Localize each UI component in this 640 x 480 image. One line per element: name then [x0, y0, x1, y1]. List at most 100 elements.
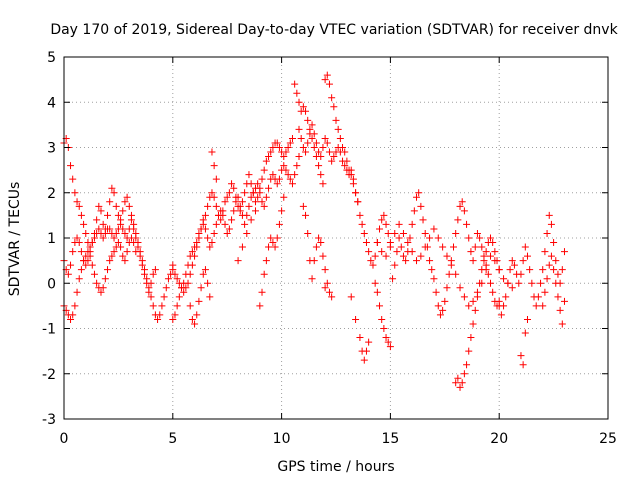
data-point — [295, 98, 303, 106]
data-point — [234, 257, 242, 265]
data-point — [421, 243, 429, 251]
data-point — [365, 338, 373, 346]
data-point — [80, 220, 88, 228]
data-point — [243, 229, 251, 237]
data-point — [452, 270, 460, 278]
y-axis-label: SDTVAR / TECUs — [7, 182, 23, 297]
data-point — [104, 211, 112, 219]
data-point — [471, 243, 479, 251]
data-point — [304, 229, 312, 237]
data-point — [136, 252, 144, 260]
data-point — [210, 193, 218, 201]
data-point — [265, 184, 273, 192]
data-point — [280, 162, 288, 170]
data-point — [95, 202, 103, 210]
data-point — [251, 198, 259, 206]
data-point — [315, 162, 323, 170]
data-point — [127, 216, 135, 224]
data-point — [221, 220, 229, 228]
y-tick-label: 3 — [47, 141, 56, 157]
data-point — [280, 153, 288, 161]
data-point — [386, 243, 394, 251]
data-point — [295, 125, 303, 133]
data-point — [304, 139, 312, 147]
data-point — [371, 279, 379, 287]
data-point — [188, 248, 196, 256]
data-point — [508, 284, 516, 292]
data-point — [212, 220, 220, 228]
data-point — [110, 189, 118, 197]
data-point — [121, 198, 129, 206]
data-point — [212, 175, 220, 183]
data-point — [378, 216, 386, 224]
data-point — [77, 211, 85, 219]
data-point — [97, 207, 105, 215]
data-point — [399, 252, 407, 260]
data-point — [384, 229, 392, 237]
data-point — [221, 198, 229, 206]
data-point — [208, 239, 216, 247]
data-point — [247, 216, 255, 224]
data-point — [380, 211, 388, 219]
data-point — [434, 234, 442, 242]
data-point — [380, 325, 388, 332]
data-point — [332, 116, 340, 124]
data-point — [312, 243, 320, 251]
data-point — [93, 279, 101, 287]
data-point — [247, 180, 255, 188]
data-point — [321, 266, 329, 274]
data-point — [556, 306, 564, 314]
data-point — [328, 293, 336, 301]
data-point — [197, 284, 205, 292]
data-point — [510, 261, 518, 269]
data-point — [88, 239, 96, 247]
x-axis-ticks: 0 5 10 15 20 25 — [60, 57, 617, 447]
data-point — [484, 270, 492, 278]
data-point — [417, 202, 425, 210]
data-point — [523, 315, 531, 323]
data-point — [330, 153, 338, 161]
data-point — [452, 229, 460, 237]
data-point — [297, 134, 305, 142]
data-point — [108, 252, 116, 260]
data-point — [489, 239, 497, 247]
data-point — [558, 266, 566, 274]
data-point — [75, 239, 83, 247]
data-point — [376, 302, 384, 310]
data-point — [330, 103, 338, 111]
data-point — [347, 293, 355, 301]
data-point — [519, 257, 527, 265]
data-point — [456, 284, 464, 292]
data-point — [101, 275, 109, 283]
data-point — [119, 207, 127, 215]
data-point — [450, 243, 458, 251]
data-point — [127, 234, 135, 242]
y-tick-label: 1 — [47, 231, 56, 247]
data-point — [201, 225, 209, 233]
data-point — [112, 202, 120, 210]
data-point — [86, 252, 94, 260]
data-point — [82, 261, 90, 269]
y-tick-label: 0 — [47, 276, 56, 292]
data-point — [73, 234, 81, 242]
data-point — [323, 139, 331, 147]
data-point — [310, 257, 318, 265]
data-point — [101, 229, 109, 237]
data-point — [75, 275, 83, 283]
data-point — [336, 134, 344, 142]
data-point — [521, 243, 529, 251]
data-point — [391, 261, 399, 269]
data-point — [391, 229, 399, 237]
data-point — [269, 144, 277, 151]
data-point — [201, 211, 209, 219]
data-point — [130, 225, 138, 233]
data-point — [304, 116, 312, 124]
data-point — [319, 180, 327, 188]
y-tick-label: 4 — [47, 95, 56, 111]
data-point — [312, 139, 320, 147]
data-point — [545, 261, 553, 269]
data-point — [193, 311, 201, 319]
data-point — [367, 257, 375, 265]
data-point — [64, 270, 72, 278]
data-point — [254, 180, 262, 188]
